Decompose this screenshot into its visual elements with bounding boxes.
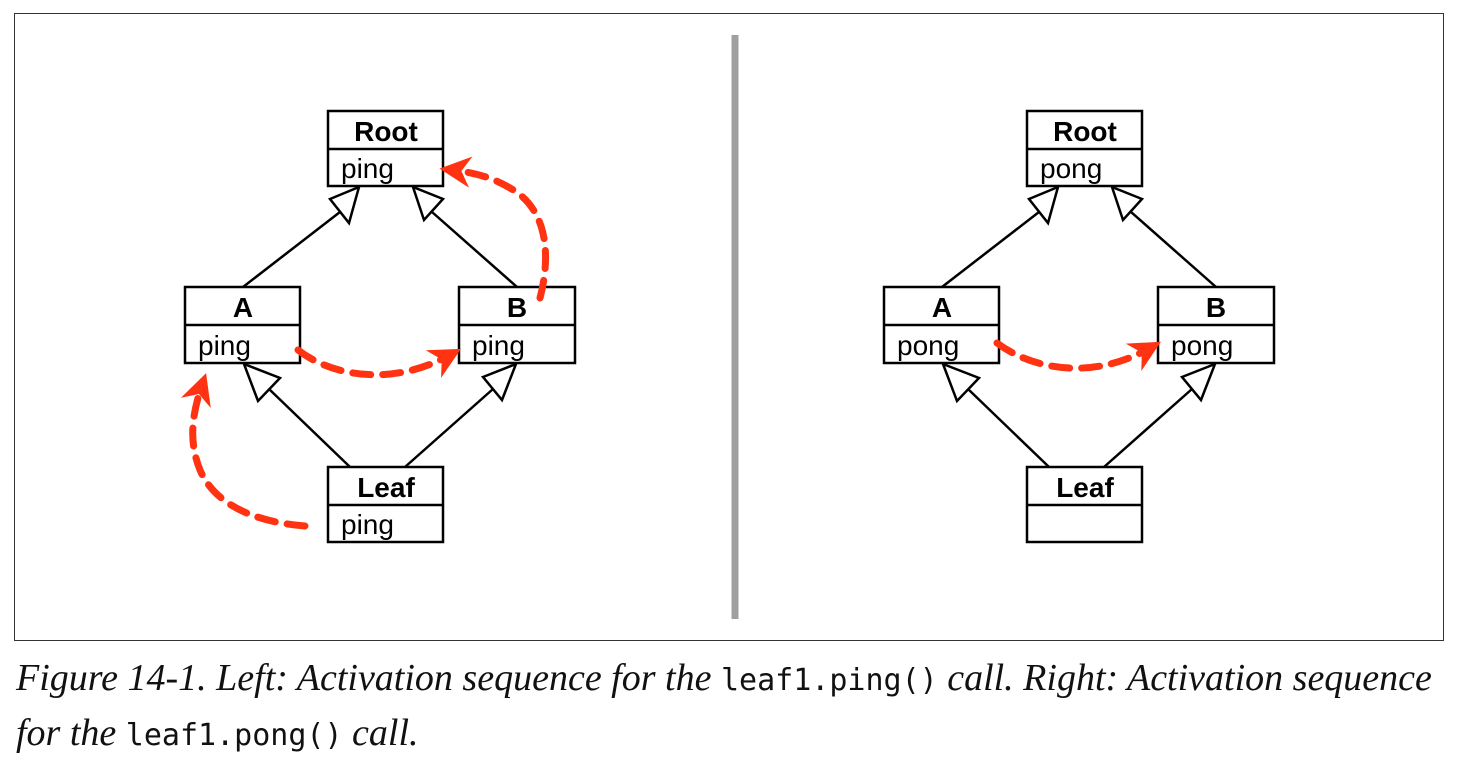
class-method: pong	[897, 330, 959, 361]
hollow-arrowhead-icon	[241, 361, 283, 404]
inheritance-leaf-to-a	[940, 361, 1050, 468]
class-title: A	[932, 292, 952, 323]
caption-text: Figure 14-1. Left: Activation sequence f…	[16, 657, 721, 699]
hollow-arrowhead-icon	[1109, 184, 1145, 223]
inheritance-b-to-root	[1109, 184, 1217, 288]
inheritance-leaf-to-b	[404, 361, 519, 468]
class-box-b: B ping	[457, 285, 577, 365]
caption-code: leaf1.ping()	[720, 663, 938, 698]
activation-arrow-leaf-to-a	[180, 373, 309, 530]
activation-arrow-a-to-b	[993, 339, 1161, 372]
class-box-root: Root ping	[326, 109, 445, 188]
class-title: B	[1206, 292, 1226, 323]
diagram-canvas: Root ping A ping B ping Leaf ping	[180, 35, 1276, 619]
class-method: pong	[1040, 153, 1102, 184]
class-title: Root	[354, 116, 418, 147]
hollow-arrowhead-icon	[410, 184, 446, 223]
class-method: ping	[198, 330, 251, 361]
class-box-leaf: Leaf	[1025, 465, 1144, 544]
caption-text: call.	[342, 712, 419, 754]
activation-arrow-b-to-root	[439, 156, 550, 302]
class-method: ping	[472, 330, 525, 361]
figure-caption: Figure 14-1. Left: Activation sequence f…	[16, 652, 1436, 762]
class-title: A	[233, 292, 253, 323]
inheritance-a-to-root	[941, 184, 1060, 288]
class-title: Leaf	[1056, 472, 1114, 503]
right-panel: Root pong A pong B pong Leaf	[882, 109, 1276, 544]
class-method: pong	[1171, 330, 1233, 361]
hollow-arrowhead-icon	[1179, 361, 1218, 403]
activation-arrow-a-to-b	[294, 346, 462, 379]
inheritance-leaf-to-b	[1103, 361, 1218, 468]
inheritance-leaf-to-a	[241, 361, 351, 468]
hollow-arrowhead-icon	[940, 361, 982, 404]
hollow-arrowhead-icon	[480, 361, 519, 403]
class-box-root: Root pong	[1025, 109, 1144, 188]
class-box-a: A pong	[882, 285, 1001, 365]
inheritance-b-to-root	[410, 184, 518, 288]
class-title: Root	[1053, 116, 1117, 147]
class-method: ping	[341, 509, 394, 540]
inheritance-a-to-root	[242, 184, 361, 288]
class-box-a: A ping	[183, 285, 302, 365]
class-box-leaf: Leaf ping	[326, 465, 445, 544]
class-title: Leaf	[357, 472, 415, 503]
hollow-arrowhead-icon	[327, 184, 361, 226]
class-box-b: B pong	[1156, 285, 1276, 365]
caption-code: leaf1.pong()	[125, 718, 343, 753]
class-method: ping	[341, 153, 394, 184]
left-panel: Root ping A ping B ping Leaf ping	[180, 109, 577, 544]
hollow-arrowhead-icon	[1026, 184, 1060, 226]
caption-text: call. Right: Activation sequence for the	[16, 657, 1432, 754]
class-title: B	[507, 292, 527, 323]
